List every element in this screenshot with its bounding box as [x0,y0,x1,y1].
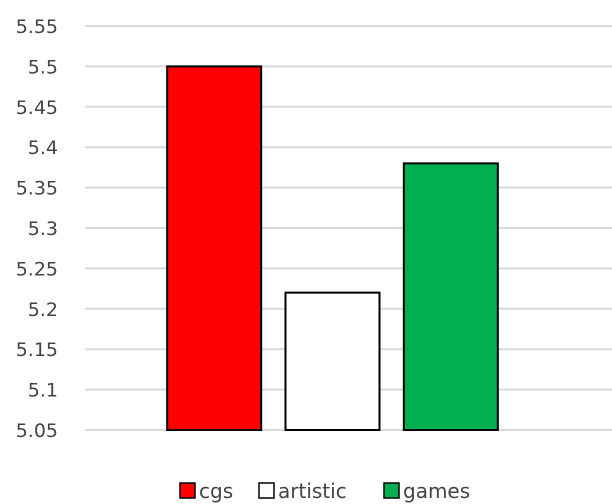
legend-swatch-games [383,482,400,499]
y-tick-label: 5.2 [28,299,58,321]
legend: cgs artistic games [179,479,470,503]
y-tick-label: 5.3 [28,218,58,240]
bar-cgs [166,65,263,432]
legend-label-artistic: artistic [278,479,347,503]
bar-artistic [284,291,381,432]
bar-games [402,162,499,432]
y-axis-tick-labels: 5.05 5.1 5.15 5.2 5.25 5.3 5.35 5.4 5.45 5.5 5.55 [16,16,58,442]
y-tick-label: 5.5 [28,56,58,78]
legend-swatch-artistic [258,482,275,499]
legend-label-cgs: cgs [199,479,233,503]
y-tick-label: 5.1 [28,380,58,402]
y-tick-label: 5.4 [28,137,58,159]
y-tick-label: 5.25 [16,258,58,280]
y-tick-label: 5.05 [16,420,58,442]
y-tick-label: 5.35 [16,178,58,200]
legend-label-games: games [403,479,470,503]
bars [166,65,499,432]
y-tick-label: 5.15 [16,339,58,361]
y-tick-label: 5.55 [16,16,58,38]
y-tick-label: 5.45 [16,97,58,119]
legend-swatch-cgs [179,482,196,499]
